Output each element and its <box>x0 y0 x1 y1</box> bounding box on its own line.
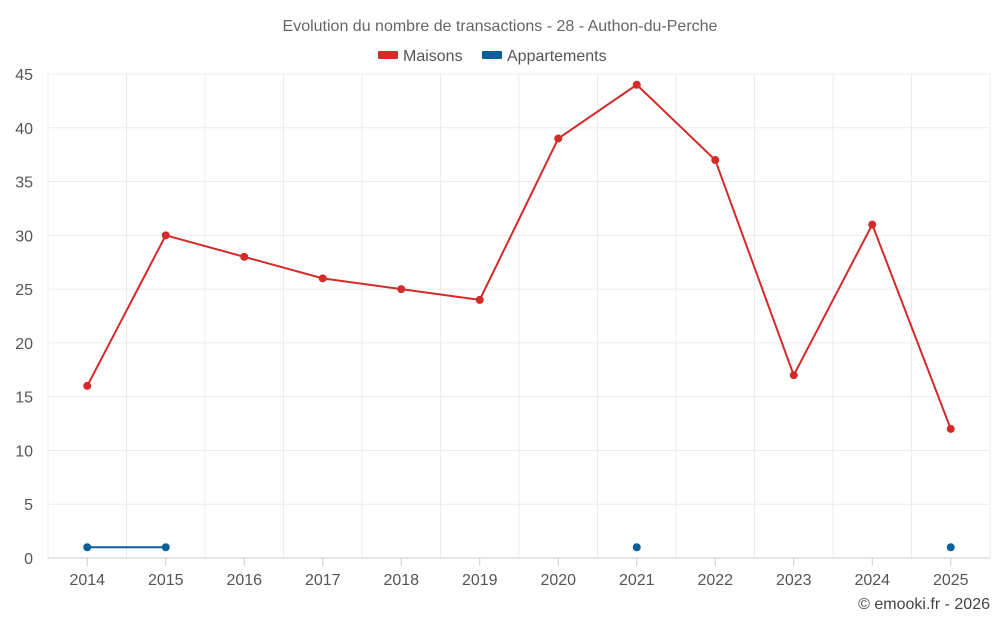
data-point-maisons <box>946 424 955 433</box>
x-tick-label: 2015 <box>148 572 184 589</box>
y-tick-label: 40 <box>15 121 33 138</box>
data-point-maisons <box>789 371 798 380</box>
legend-label-appartements: Appartements <box>507 48 607 65</box>
data-point-appartements <box>946 543 955 552</box>
x-tick-label: 2018 <box>383 572 419 589</box>
x-tick-label: 2025 <box>933 572 969 589</box>
y-tick-label: 35 <box>15 175 33 192</box>
x-axis-ticks: 2014 2015 2016 2017 2018 2019 2020 2021 2022 2023… <box>69 558 969 589</box>
x-tick-label: 2019 <box>462 572 498 589</box>
x-tick-label: 2020 <box>540 572 576 589</box>
data-point-appartements <box>632 543 641 552</box>
data-point-maisons <box>868 220 877 229</box>
y-tick-label: 20 <box>15 336 33 353</box>
y-tick-label: 45 <box>15 67 33 84</box>
series-appartements <box>83 543 955 552</box>
data-point-maisons <box>240 252 249 261</box>
legend-label-maisons: Maisons <box>403 48 463 65</box>
data-point-maisons <box>318 274 327 283</box>
data-point-appartements <box>161 543 170 552</box>
x-tick-label: 2022 <box>697 572 733 589</box>
y-axis-ticks: 0 5 10 15 20 25 30 35 40 45 <box>15 67 33 568</box>
data-point-appartements <box>83 543 92 552</box>
credit-text: © emooki.fr - 2026 <box>858 596 990 613</box>
series-maisons <box>83 80 955 433</box>
y-tick-label: 15 <box>15 390 33 407</box>
data-point-maisons <box>83 381 92 390</box>
data-point-maisons <box>554 134 563 143</box>
chart-title: Evolution du nombre de transactions - 28… <box>283 18 718 35</box>
data-point-maisons <box>711 156 720 165</box>
x-tick-label: 2017 <box>305 572 341 589</box>
y-tick-label: 10 <box>15 443 33 460</box>
x-tick-label: 2016 <box>226 572 262 589</box>
y-tick-label: 0 <box>24 551 33 568</box>
x-tick-label: 2024 <box>854 572 890 589</box>
legend-swatch-maisons <box>378 51 398 59</box>
x-tick-label: 2021 <box>619 572 655 589</box>
data-point-maisons <box>161 231 170 240</box>
data-point-maisons <box>632 80 641 89</box>
data-point-maisons <box>397 285 406 294</box>
legend: Maisons Appartements <box>378 48 607 65</box>
legend-item-maisons[interactable]: Maisons <box>378 48 463 65</box>
x-tick-label: 2023 <box>776 572 812 589</box>
series-layer <box>83 80 955 552</box>
y-tick-label: 5 <box>24 497 33 514</box>
y-tick-label: 30 <box>15 228 33 245</box>
y-tick-label: 25 <box>15 282 33 299</box>
legend-swatch-appartements <box>482 51 502 59</box>
series-line-maisons <box>86 83 952 430</box>
legend-item-appartements[interactable]: Appartements <box>482 48 607 65</box>
data-point-maisons <box>475 295 484 304</box>
grid <box>47 73 991 558</box>
x-tick-label: 2014 <box>69 572 105 589</box>
